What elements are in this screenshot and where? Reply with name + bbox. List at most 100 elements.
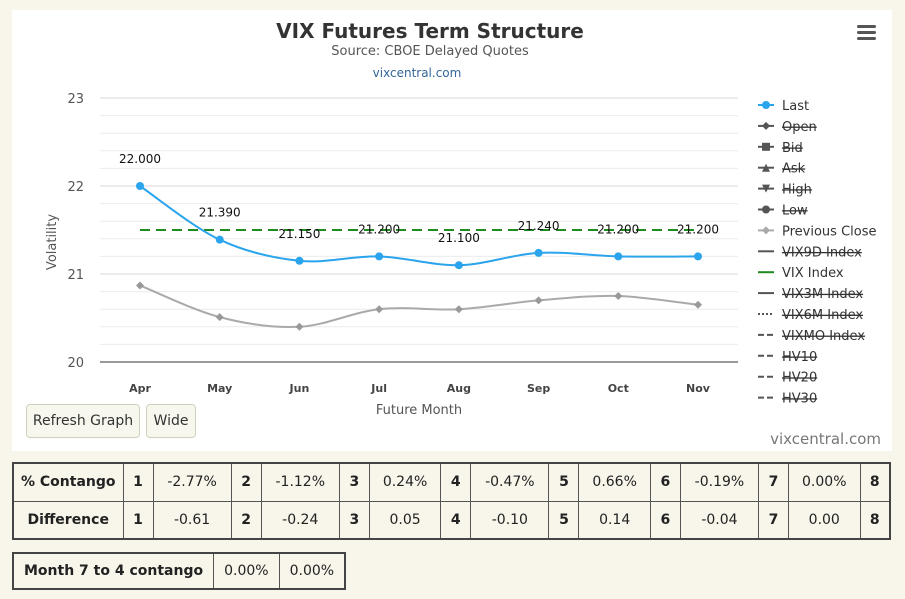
data-label: 21.240 — [518, 219, 560, 233]
contango-value: -0.24 — [260, 500, 340, 540]
chart-subtitle: Source: CBOE Delayed Quotes — [331, 44, 529, 59]
chart: VIX Futures Term Structure Source: CBOE … — [45, 19, 877, 418]
legend-item[interactable]: Low — [758, 204, 808, 219]
legend-label: Bid — [782, 141, 803, 156]
chart-title: VIX Futures Term Structure — [276, 19, 584, 43]
chart-credit[interactable]: vixcentral.com — [770, 430, 881, 448]
month-contango-label: Month 7 to 4 contango — [12, 552, 215, 590]
previous-close-point[interactable] — [215, 313, 224, 322]
legend-label: VIX Index — [782, 266, 844, 281]
legend-item[interactable]: Open — [758, 120, 817, 135]
legend-item[interactable]: High — [758, 183, 812, 198]
month-index: 3 — [338, 462, 370, 502]
legend-item[interactable]: HV30 — [758, 392, 817, 407]
legend-label: VIX3M Index — [782, 287, 863, 302]
month-index: 7 — [758, 462, 790, 502]
x-tick-label: Oct — [608, 382, 629, 395]
month-index: 5 — [548, 500, 580, 540]
previous-close-point[interactable] — [136, 281, 144, 290]
data-label: 21.100 — [438, 231, 480, 245]
menu-icon[interactable] — [857, 25, 876, 40]
legend-label: HV20 — [782, 371, 817, 386]
previous-close-point[interactable] — [614, 292, 623, 300]
legend-label: VIXMO Index — [782, 329, 865, 344]
legend-item[interactable]: VIX9D Index — [758, 245, 862, 260]
month-index: 6 — [649, 500, 681, 540]
chart-panel: VIX Futures Term Structure Source: CBOE … — [12, 10, 892, 451]
legend-label: VIX6M Index — [782, 308, 863, 323]
previous-close-point[interactable] — [534, 296, 543, 305]
month-index: 4 — [440, 462, 472, 502]
legend-label: Last — [782, 99, 809, 114]
month-index: 1 — [122, 462, 154, 502]
last-point[interactable] — [215, 235, 224, 244]
last-point[interactable] — [295, 256, 304, 265]
last-point[interactable] — [136, 182, 144, 190]
legend-item[interactable]: Bid — [758, 141, 803, 156]
contango-value: -0.61 — [152, 500, 232, 540]
legend-label: High — [782, 183, 812, 198]
last-point[interactable] — [694, 252, 702, 261]
x-tick-label: Nov — [686, 382, 711, 395]
month-contango-table: Month 7 to 4 contango 0.00% 0.00% — [12, 552, 347, 590]
data-label: 21.390 — [199, 206, 241, 220]
legend-label: Open — [782, 120, 817, 135]
contango-value: -2.77% — [152, 462, 232, 502]
legend-label: Low — [782, 204, 808, 219]
y-tick-label: 21 — [67, 268, 84, 283]
month-index: 2 — [230, 462, 262, 502]
legend-item[interactable]: VIX6M Index — [758, 308, 863, 323]
x-tick-label: Aug — [447, 382, 471, 395]
x-axis-ticks: Apr May Jun Jul Aug Sep Oct Nov — [129, 382, 711, 395]
contango-value: -0.47% — [470, 462, 550, 502]
legend: Last Open Bid Ask High Low Previous Close VIX9D… — [758, 99, 877, 407]
last-point[interactable] — [614, 252, 623, 261]
series: 22.000 21.390 21.150 21.200 21.100 21.240 21.2… — [119, 152, 719, 331]
last-point[interactable] — [375, 252, 384, 261]
contango-value: -0.10 — [470, 500, 550, 540]
x-tick-label: Jun — [289, 382, 310, 395]
month-index: 8 — [859, 500, 891, 540]
contango-row: Difference 1 -0.61 2 -0.24 3 0.05 4 -0.10 5 0.14 6-… — [12, 500, 891, 540]
legend-item[interactable]: Ask — [758, 162, 806, 177]
contango-value: 0.05 — [368, 500, 442, 540]
wide-button[interactable]: Wide — [146, 404, 196, 438]
y-tick-label: 23 — [67, 92, 84, 107]
contango-value: -0.04 — [679, 500, 760, 540]
month-index: 5 — [548, 462, 580, 502]
series-line-last — [139, 185, 699, 267]
data-label: 21.200 — [597, 222, 639, 236]
x-tick-label: Jul — [370, 382, 387, 395]
legend-label: HV10 — [782, 350, 817, 365]
previous-close-point[interactable] — [375, 305, 384, 314]
previous-close-point[interactable] — [694, 300, 702, 309]
month-index: 3 — [338, 500, 370, 540]
x-tick-label: Sep — [527, 382, 550, 395]
contango-value: 0.24% — [368, 462, 442, 502]
legend-item[interactable]: Last — [758, 99, 809, 114]
legend-item[interactable]: HV10 — [758, 350, 817, 365]
month-index: 8 — [859, 462, 891, 502]
x-tick-label: Apr — [129, 382, 151, 395]
legend-item[interactable]: VIX Index — [758, 266, 844, 281]
y-tick-label: 20 — [67, 356, 84, 371]
previous-close-point[interactable] — [295, 322, 304, 331]
refresh-graph-button[interactable]: Refresh Graph — [26, 404, 140, 438]
month-index: 7 — [758, 500, 790, 540]
chart-credit-link[interactable]: vixcentral.com — [373, 66, 462, 80]
x-axis-label: Future Month — [376, 403, 462, 418]
contango-value: 0.66% — [578, 462, 651, 502]
previous-close-point[interactable] — [454, 305, 463, 314]
contango-value: -1.12% — [260, 462, 340, 502]
legend-item[interactable]: HV20 — [758, 371, 817, 386]
month-index: 6 — [649, 462, 681, 502]
grid — [100, 97, 738, 363]
last-point[interactable] — [454, 261, 463, 270]
legend-item[interactable]: Previous Close — [758, 224, 877, 239]
contango-row-label: Difference — [12, 500, 124, 540]
legend-item[interactable]: VIX3M Index — [758, 287, 863, 302]
legend-item[interactable]: VIXMO Index — [758, 329, 865, 344]
last-point[interactable] — [534, 248, 543, 257]
legend-label: HV30 — [782, 392, 817, 407]
month-index: 2 — [230, 500, 262, 540]
